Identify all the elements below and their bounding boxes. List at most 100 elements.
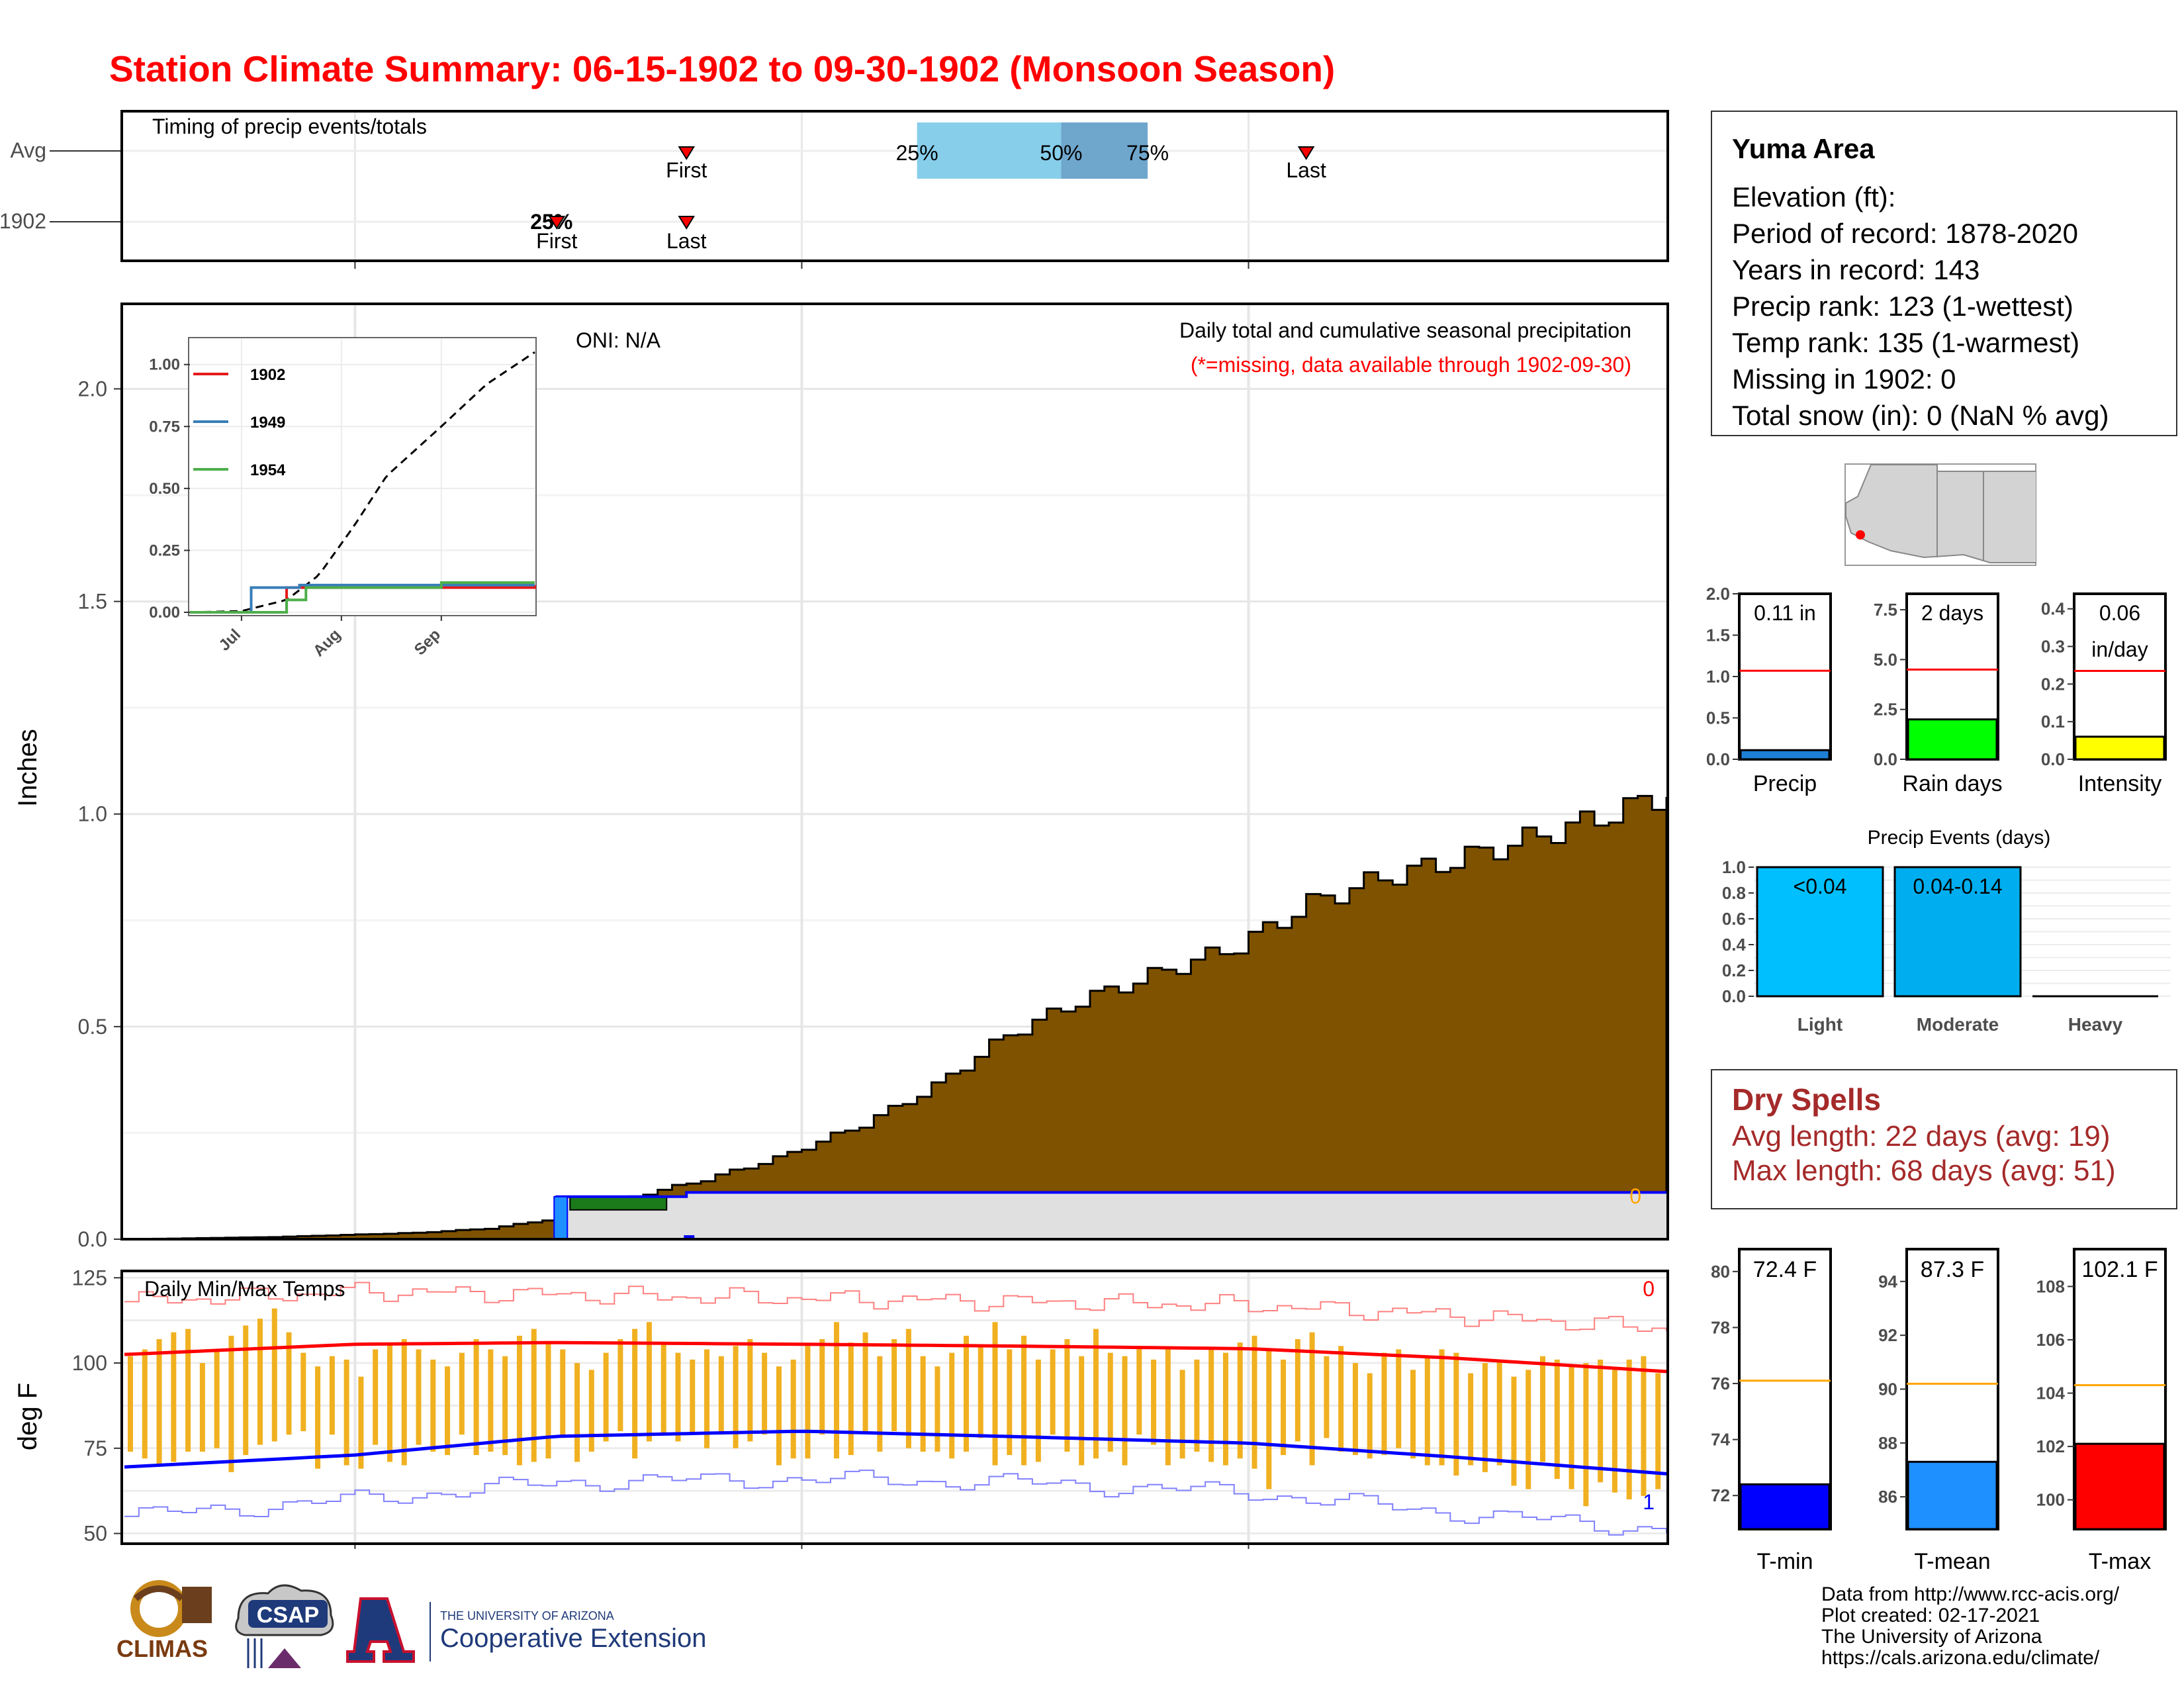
temp-y-tick-label: 100 <box>72 1351 107 1375</box>
station-period: Period of record: 1878-2020 <box>1732 218 2079 249</box>
dry-spells-title: Dry Spells <box>1732 1082 1881 1117</box>
events-bar-moderate <box>1893 866 2022 998</box>
temp-range-bar <box>934 1366 940 1452</box>
temp-stat-tick-label: 88 <box>1878 1433 1897 1453</box>
temp-stat-label: T-mean <box>1914 1549 1990 1574</box>
temp-range-bar <box>1093 1329 1099 1459</box>
temp-range-bar <box>1598 1359 1604 1483</box>
events-y-tick-label: 0.6 <box>1722 909 1746 929</box>
temp-range-bar <box>1496 1359 1502 1466</box>
timing-label: Timing of precip events/totals <box>152 115 427 138</box>
temp-range-bar <box>603 1352 609 1442</box>
dry-spells-avg: Avg length: 22 days (avg: 19) <box>1732 1120 2111 1152</box>
temp-range-bar <box>1554 1359 1560 1479</box>
yr-first-label: First <box>536 229 577 253</box>
temp-range-bar <box>790 1359 796 1459</box>
credit-url: https://cals.arizona.edu/climate/ <box>1821 1647 2100 1669</box>
temp-range-bar <box>675 1352 681 1442</box>
temp-range-bar <box>545 1342 551 1459</box>
temp-range-bar <box>1208 1349 1214 1462</box>
record-low-line <box>124 1470 1667 1536</box>
temp-range-bar <box>718 1356 724 1435</box>
temp-range-bar <box>459 1352 465 1435</box>
temp-range-bar <box>1251 1335 1257 1469</box>
temp-range-bar <box>329 1356 335 1435</box>
temp-stat-t-max: 100 102 104 106 108 102.1 F T-max <box>2036 1248 2167 1574</box>
temp-range-bar <box>1281 1359 1287 1456</box>
mini-bar-value <box>2074 735 2165 761</box>
temp-range-bar <box>401 1339 407 1466</box>
mini-bar-value-text: 2 days <box>1921 601 1983 625</box>
temp-stat-tick-label: 102 <box>2036 1436 2065 1456</box>
temp-range-bar <box>1064 1339 1070 1452</box>
pct-label-25: 25% <box>896 141 938 165</box>
inset-y-tick-label: 0.25 <box>149 541 180 559</box>
station-snow: Total snow (in): 0 (NaN % avg) <box>1732 400 2109 431</box>
temp-range-bar <box>992 1322 998 1466</box>
percentile-band-25-50 <box>917 122 1062 179</box>
temp-range-bar <box>300 1352 306 1432</box>
inset-y-tick-label: 0.00 <box>149 604 180 622</box>
mini-bar-intensity: 0.0 0.1 0.2 0.3 0.4 0.06 in/day Intensity <box>2041 592 2167 796</box>
inset-legend-label-1954: 1954 <box>250 461 286 479</box>
temp-range-bar <box>315 1366 321 1469</box>
pct-label-75: 75% <box>1126 141 1169 165</box>
station-missing: Missing in 1902: 0 <box>1732 363 1956 395</box>
temp-label: Daily Min/Max Temps <box>144 1277 345 1301</box>
temp-stat-tick-label: 74 <box>1711 1430 1730 1450</box>
mini-bar-tick-label: 1.5 <box>1706 626 1730 645</box>
temp-stat-tick-label: 92 <box>1878 1325 1897 1345</box>
temp-range-bar <box>1136 1346 1142 1435</box>
station-precip-rank: Precip rank: 123 (1-wettest) <box>1732 291 2073 322</box>
avg-min-curve <box>124 1429 1667 1476</box>
temp-range-bar <box>1583 1363 1589 1507</box>
dry-spells-box: Dry Spells Avg length: 22 days (avg: 19)… <box>1711 1069 2177 1209</box>
temp-range-bar <box>1367 1373 1373 1459</box>
missing-note: (*=missing, data available through 1902-… <box>1191 353 1631 377</box>
temp-range-bar <box>1540 1356 1546 1462</box>
avg-last-label: Last <box>1286 158 1326 182</box>
main-y-tick-label: 0.5 <box>78 1015 107 1039</box>
temp-range-bar <box>1007 1349 1013 1456</box>
temp-range-bar <box>1626 1359 1632 1500</box>
temp-range-bar <box>516 1335 522 1466</box>
inset-y-tick-label: 1.00 <box>149 356 180 374</box>
temp-range-bar <box>228 1335 234 1472</box>
temp-stat-value-text: 72.4 F <box>1753 1257 1817 1282</box>
csap-logo: CSAP <box>235 1584 334 1668</box>
ua-top-text: THE UNIVERSITY OF ARIZONA <box>440 1609 614 1622</box>
events-category-moderate: Moderate <box>1917 1014 1999 1035</box>
temp-range-bar <box>1122 1356 1128 1466</box>
avg-first-marker <box>678 146 696 160</box>
temp-range-bar <box>156 1339 162 1466</box>
temp-range-bar <box>1295 1339 1300 1442</box>
temp-stat-tick-label: 90 <box>1878 1380 1897 1399</box>
temp-range-bar <box>1021 1335 1027 1466</box>
avg-last-marker <box>1297 146 1315 160</box>
temp-range-bar <box>762 1352 768 1435</box>
temp-range-bar <box>1410 1370 1416 1459</box>
temp-range-bar <box>416 1349 422 1445</box>
inset-x-tick-label: Jul <box>216 626 245 655</box>
mini-bar-tick-label: 0.0 <box>1874 749 1897 769</box>
precip-frame <box>120 303 1669 1241</box>
temp-range-bar <box>502 1356 508 1456</box>
inset-series-1954 <box>190 581 535 614</box>
timing-row-avg: Avg <box>10 138 46 162</box>
temp-stats-panel: 72 74 76 78 80 72.4 F T-min 86 88 90 92 94 87.3 F T-m… <box>1711 1248 2167 1574</box>
temp-stat-tick-label: 94 <box>1878 1272 1897 1291</box>
temp-range-bar <box>358 1376 364 1469</box>
missing-count: 0 <box>1629 1184 1641 1208</box>
inset-legend-label-1902: 1902 <box>250 366 285 384</box>
temp-stat-t-min: 72 74 76 78 80 72.4 F T-min <box>1711 1248 1832 1574</box>
temp-range-bar <box>128 1356 133 1452</box>
inset-legend-label-1949: 1949 <box>250 414 285 432</box>
temp-stat-t-mean: 86 88 90 92 94 87.3 F T-mean <box>1878 1248 1999 1574</box>
temp-range-bar <box>1482 1363 1488 1472</box>
ua-logo: THE UNIVERSITY OF ARIZONA Cooperative Ex… <box>346 1597 706 1663</box>
temp-range-bar <box>1511 1376 1517 1486</box>
inset-y-tick-label: 0.75 <box>149 418 180 436</box>
credit-data-source: Data from http://www.rcc-acis.org/ <box>1821 1583 2120 1605</box>
temp-range-bar <box>891 1339 897 1432</box>
temp-range-bar <box>949 1352 955 1459</box>
